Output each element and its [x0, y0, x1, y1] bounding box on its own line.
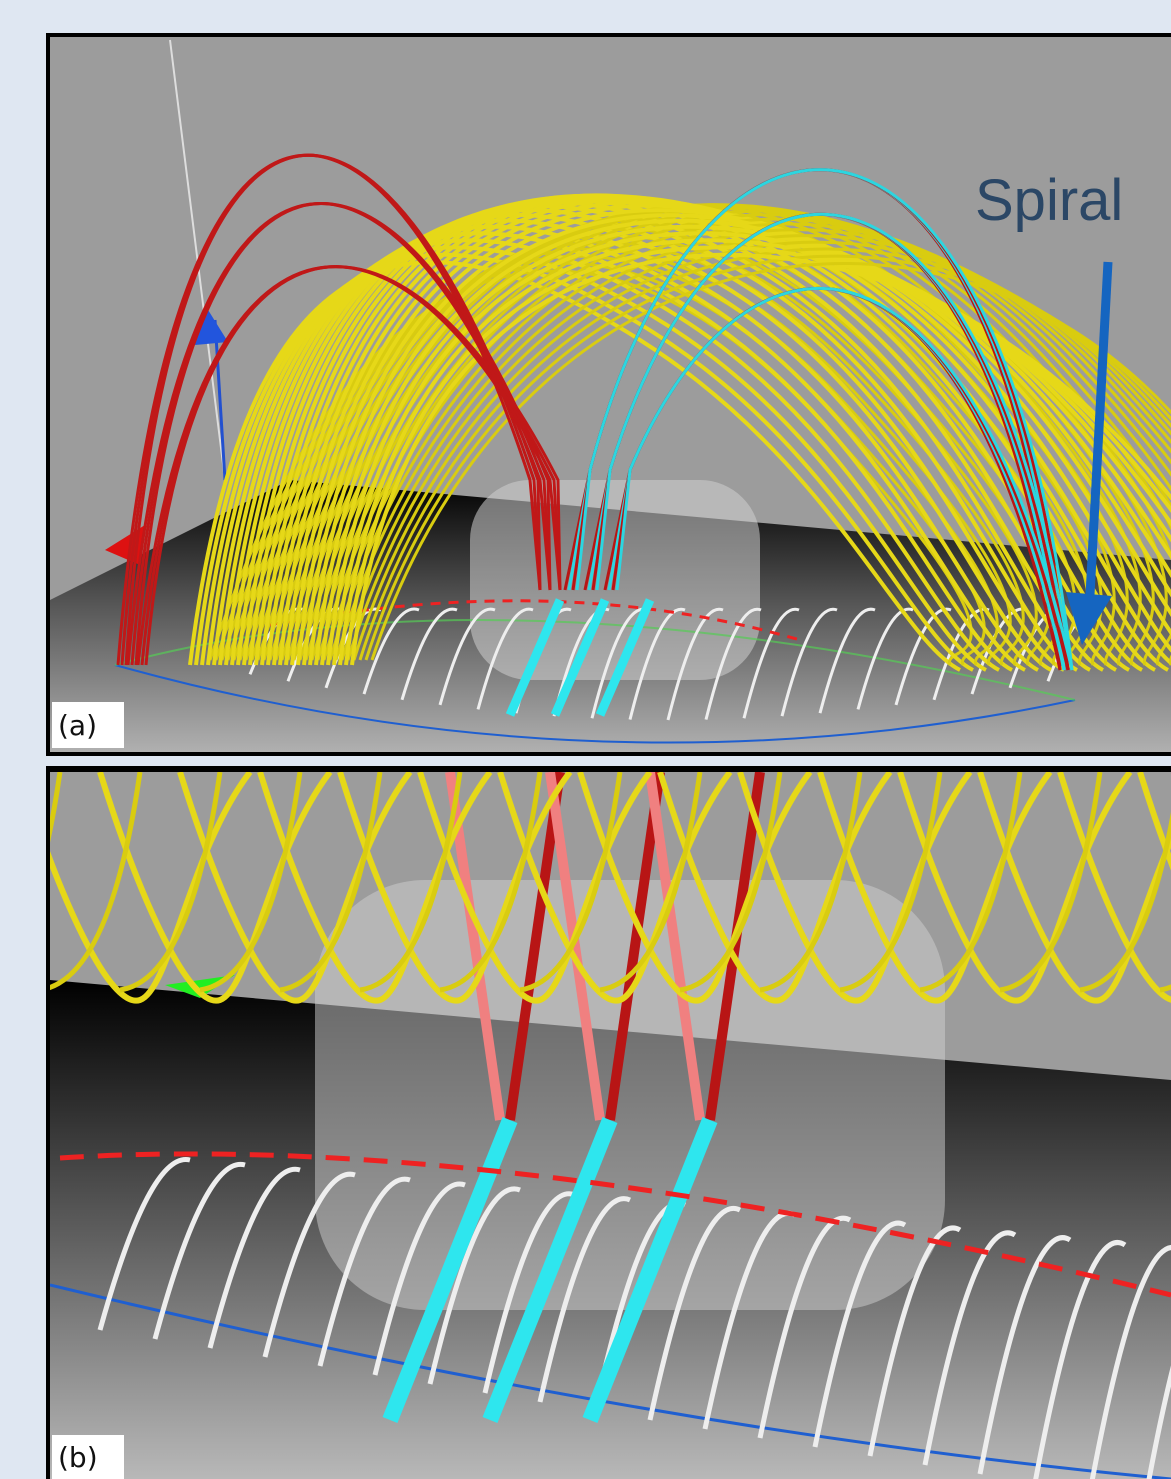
- panel-b: [0, 772, 1171, 1479]
- page: Spiral (a) (b) (() => { const data = JSO…: [0, 0, 1171, 1479]
- panel-label: (b): [58, 1441, 98, 1474]
- panel-label: (a): [58, 709, 97, 742]
- figure: Spiral (a) (b): [0, 0, 1171, 1479]
- panel-a: [50, 37, 1171, 752]
- annotation: Spiral: [975, 168, 1123, 233]
